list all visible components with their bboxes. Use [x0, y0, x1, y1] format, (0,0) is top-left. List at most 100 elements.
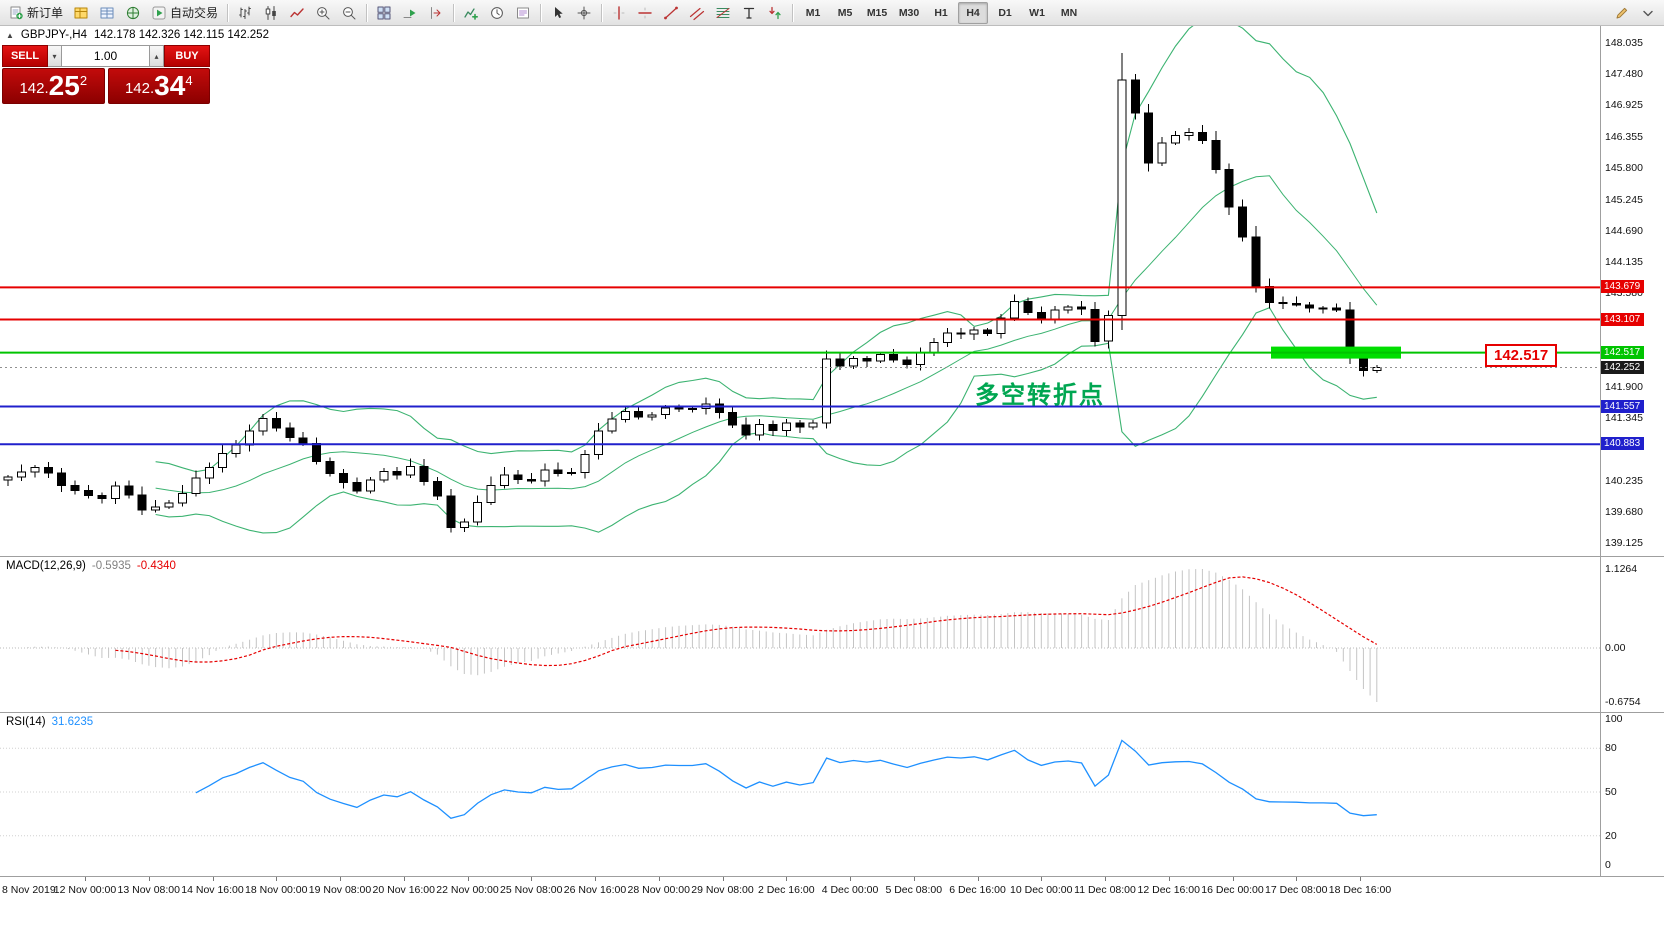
- time-label: 5 Dec 08:00: [885, 884, 943, 896]
- timeframe-m1-button[interactable]: M1: [805, 6, 821, 19]
- zoom-in-button[interactable]: [310, 1, 336, 25]
- timeframe-m5-button[interactable]: M5: [837, 6, 853, 19]
- indicators-icon: [463, 5, 479, 21]
- volume-input[interactable]: 1.00: [62, 45, 150, 67]
- macd-panel: MACD(12,26,9) -0.5935 -0.4340 1.1264 0.00…: [0, 557, 1664, 712]
- volume-decrease-button[interactable]: ▾: [48, 45, 62, 67]
- chart-area: 148.035 147.480 146.925 146.355 145.800 145.2…: [0, 26, 1664, 950]
- time-label: 25 Nov 08:00: [500, 884, 563, 896]
- toolbar-more-button[interactable]: [1635, 1, 1661, 25]
- time-label: 17 Dec 08:00: [1265, 884, 1328, 896]
- new-order-button[interactable]: 新订单: [3, 1, 68, 25]
- timeframe-h1-button[interactable]: H1: [934, 6, 948, 19]
- time-tick: [1105, 877, 1106, 881]
- channel-button[interactable]: [684, 1, 710, 25]
- horizontal-line-button[interactable]: [632, 1, 658, 25]
- one-click-trading-panel: SELL ▾ 1.00 ▴ BUY 142. 25 2 142. 34 4: [2, 45, 210, 104]
- hline-icon: [637, 5, 653, 21]
- axis-label: 20: [1605, 829, 1617, 842]
- templates-button[interactable]: [510, 1, 536, 25]
- timeframe-d1-button[interactable]: D1: [998, 6, 1012, 19]
- time-tick: [913, 877, 915, 881]
- time-tick: [467, 877, 469, 881]
- price-tag: 142.252: [1601, 360, 1645, 374]
- fibonacci-button[interactable]: [710, 1, 736, 25]
- chevron-down-icon: [1640, 5, 1656, 21]
- time-label: 16 Dec 00:00: [1201, 884, 1264, 896]
- vertical-line-button[interactable]: [606, 1, 632, 25]
- bar-chart-button[interactable]: [232, 1, 258, 25]
- time-label: 2 Dec 16:00: [757, 884, 815, 896]
- axis-label: -0.6754: [1605, 696, 1641, 708]
- price-chart-plot[interactable]: [0, 26, 1600, 556]
- timeframe-m30-button[interactable]: M30: [898, 6, 920, 19]
- time-tick: [403, 877, 405, 881]
- symbol-period-label: GBPJPY-,H4: [20, 29, 87, 41]
- periods-button[interactable]: [484, 1, 510, 25]
- axis-label: 100: [1605, 713, 1623, 725]
- edit-chart-button[interactable]: [1609, 1, 1635, 25]
- time-label: 11 Dec 08:00: [1074, 884, 1136, 896]
- time-axis[interactable]: 8 Nov 2019 12 Nov 00:00 13 Nov 08:00 14 Nov…: [0, 877, 1664, 899]
- timeframe-h4-button[interactable]: H4: [958, 1, 989, 24]
- price-tag: 141.557: [1601, 399, 1645, 413]
- tile-windows-button[interactable]: [371, 1, 397, 25]
- autotrading-button[interactable]: 自动交易: [146, 1, 223, 25]
- pencil-icon: [1614, 5, 1630, 21]
- sell-button[interactable]: SELL: [2, 45, 48, 67]
- toolbar-items: 新订单 自动交易: [3, 1, 797, 25]
- timeframe-w1-button[interactable]: W1: [1029, 6, 1045, 19]
- time-tick: [1168, 877, 1170, 881]
- volume-increase-button[interactable]: ▴: [150, 45, 164, 67]
- zoom-out-button[interactable]: [336, 1, 362, 25]
- time-label: 20 Nov 16:00: [372, 884, 435, 896]
- candlestick-button[interactable]: [258, 1, 284, 25]
- time-label: 19 Nov 08:00: [308, 884, 372, 896]
- axis-separator: [1600, 26, 1601, 877]
- data-window-button[interactable]: [94, 1, 120, 25]
- indicators-button[interactable]: [458, 1, 484, 25]
- axis-label: 140.235: [1605, 474, 1643, 487]
- time-label: 12 Dec 16:00: [1137, 884, 1200, 896]
- time-label: 13 Nov 08:00: [117, 884, 180, 896]
- auto-scroll-button[interactable]: [397, 1, 423, 25]
- panel-divider[interactable]: [0, 556, 1664, 557]
- axis-label: 0.00: [1605, 642, 1626, 654]
- chart-annotation-text: 多空转折点: [975, 382, 1105, 409]
- market-watch-button[interactable]: [68, 1, 94, 25]
- cursor-button[interactable]: [545, 1, 571, 25]
- arrows-button[interactable]: [762, 1, 788, 25]
- timeframe-mn-button[interactable]: MN: [1060, 6, 1078, 19]
- ohlc-values: 142.178 142.326 142.115 142.252: [93, 29, 269, 41]
- timeframe-m15-button[interactable]: M15: [866, 6, 888, 19]
- templates-icon: [515, 5, 531, 21]
- chart-shift-button[interactable]: [423, 1, 449, 25]
- text-button[interactable]: [736, 1, 762, 25]
- one-click-collapse-icon[interactable]: ▲: [6, 30, 14, 40]
- bar-chart-icon: [237, 5, 253, 21]
- buy-button[interactable]: BUY: [164, 45, 210, 67]
- chart-shift-icon: [428, 5, 444, 21]
- axis-label: 144.690: [1605, 224, 1643, 237]
- panel-divider[interactable]: [0, 712, 1664, 713]
- rsi-plot[interactable]: [0, 713, 1600, 876]
- macd-plot[interactable]: [0, 557, 1600, 712]
- crosshair-icon: [576, 5, 592, 21]
- crosshair-button[interactable]: [571, 1, 597, 25]
- navigator-button[interactable]: [120, 1, 146, 25]
- ask-price-display[interactable]: 142. 34 4: [107, 68, 210, 104]
- market-watch-icon: [73, 5, 89, 21]
- time-tick: [340, 877, 341, 881]
- data-window-icon: [99, 5, 115, 21]
- trendline-button[interactable]: [658, 1, 684, 25]
- time-label: 22 Nov 00:00: [436, 884, 499, 896]
- time-tick: [212, 877, 214, 881]
- tile-windows-icon: [376, 5, 392, 21]
- axis-label: 145.800: [1605, 162, 1643, 175]
- line-chart-button[interactable]: [284, 1, 310, 25]
- zoom-out-icon: [341, 5, 357, 21]
- cursor-icon: [550, 5, 566, 21]
- candlestick-icon: [263, 5, 279, 21]
- axis-label: 80: [1605, 742, 1617, 755]
- bid-price-display[interactable]: 142. 25 2: [2, 68, 105, 104]
